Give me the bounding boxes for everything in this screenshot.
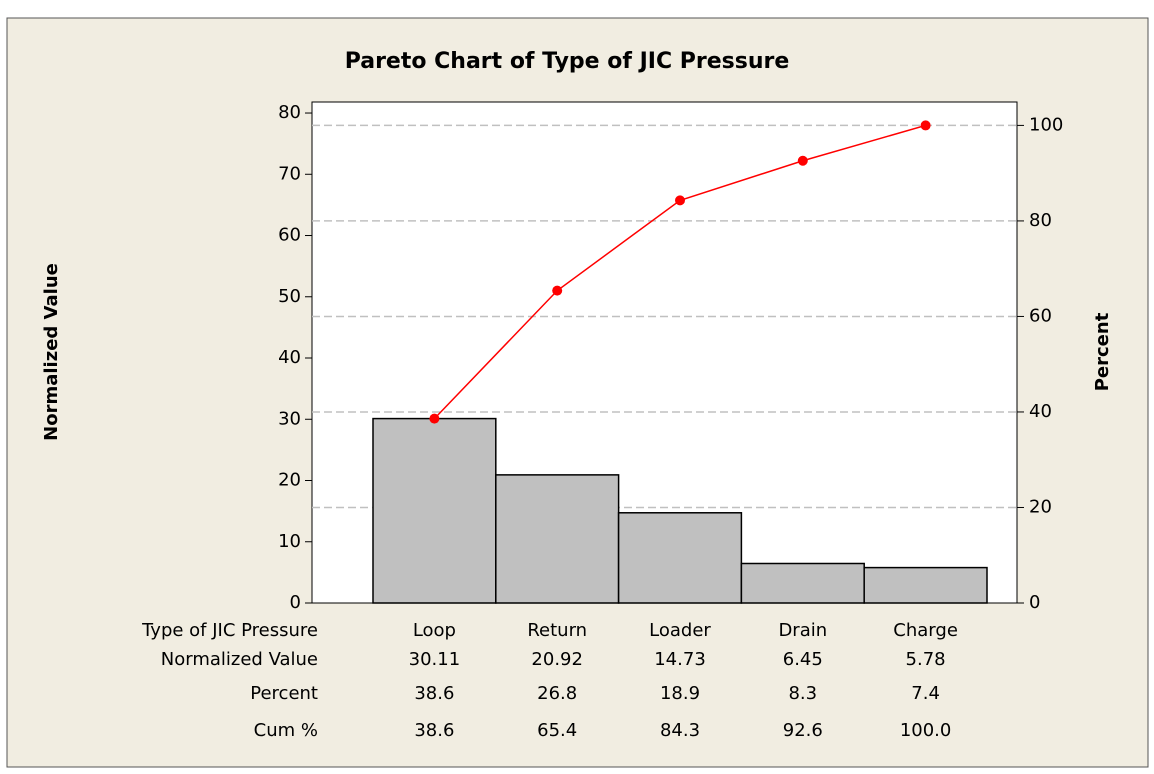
table-value: 100.0 (900, 720, 952, 741)
cum-point (920, 120, 931, 131)
table-value: 65.4 (537, 720, 577, 741)
x-tick-label: Loader (649, 620, 711, 641)
x-tick-label: Charge (893, 620, 958, 641)
table-value: 92.6 (783, 720, 823, 741)
table-value: 26.8 (537, 683, 577, 704)
chart-title: Pareto Chart of Type of JIC Pressure (345, 49, 790, 74)
row-label: Cum % (254, 720, 318, 741)
y-tick-label: 60 (278, 225, 301, 246)
table-value: 84.3 (660, 720, 700, 741)
table-value: 20.92 (531, 649, 583, 670)
bar (740, 562, 865, 604)
x-tick-label: Loop (413, 620, 456, 641)
bar (372, 417, 497, 604)
y-tick-label: 40 (278, 347, 301, 368)
y-tick-label: 10 (278, 531, 301, 552)
row-label: Type of JIC Pressure (141, 620, 318, 641)
x-tick-label: Return (527, 620, 587, 641)
cum-point (552, 285, 563, 296)
table-value: 14.73 (654, 649, 706, 670)
bar (863, 566, 988, 604)
y2-tick-label: 20 (1029, 496, 1052, 517)
table-value: 6.45 (783, 649, 823, 670)
y-tick-label: 30 (278, 408, 301, 429)
table-value: 18.9 (660, 683, 700, 704)
y2-axis-label: Percent (1092, 312, 1113, 391)
row-label: Normalized Value (161, 649, 318, 670)
bar (617, 512, 743, 604)
y-tick-label: 80 (278, 102, 301, 123)
y2-tick-label: 0 (1029, 592, 1040, 613)
table-value: 8.3 (788, 683, 817, 704)
y2-tick-label: 80 (1029, 210, 1052, 231)
y-tick-label: 20 (278, 470, 301, 491)
cum-point (797, 155, 808, 166)
table-value: 7.4 (911, 683, 940, 704)
y2-tick-label: 100 (1029, 114, 1063, 135)
cum-point (675, 195, 685, 206)
y-axis-label: Normalized Value (41, 263, 62, 441)
y-tick-label: 0 (290, 592, 301, 613)
x-tick-label: Drain (778, 620, 827, 641)
y-tick-label: 50 (278, 286, 301, 307)
table-value: 5.78 (906, 649, 946, 670)
y2-tick-label: 40 (1029, 401, 1052, 422)
y-tick-label: 70 (278, 163, 301, 184)
row-label: Percent (250, 683, 318, 704)
table-value: 38.6 (414, 720, 454, 741)
table-value: 38.6 (414, 683, 454, 704)
table-value: 30.11 (409, 649, 461, 670)
bar (495, 474, 620, 604)
y2-tick-label: 60 (1029, 305, 1052, 326)
cum-point (429, 413, 440, 424)
